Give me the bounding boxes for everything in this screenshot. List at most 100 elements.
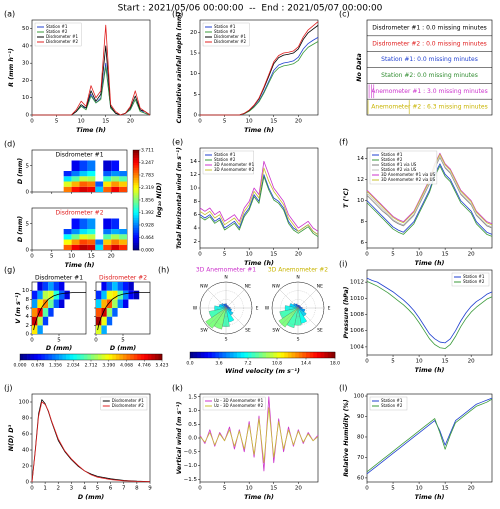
legend-box — [451, 272, 490, 287]
heat-cell — [71, 171, 80, 177]
heat-cell — [95, 244, 104, 250]
colorbar-segment — [55, 354, 60, 360]
heat-cell — [32, 299, 38, 308]
heat-cell — [48, 290, 54, 300]
heat-cell — [63, 186, 72, 192]
heat-cell — [32, 290, 38, 300]
y-tick-label: 90 — [357, 414, 364, 420]
colorbar-segment — [226, 352, 231, 358]
panel-label: (k) — [172, 384, 183, 393]
heat-cell — [119, 239, 127, 245]
colorbar-segment — [255, 352, 260, 358]
heat-cell — [59, 299, 65, 308]
colorbar-tick-label: 0.464 — [141, 235, 154, 241]
colorbar-frame — [189, 351, 336, 359]
colorbar-segment — [298, 352, 303, 358]
heat-cell — [101, 325, 107, 334]
colorbar-segment — [229, 352, 234, 358]
x-tick-label: 15 — [442, 252, 449, 258]
legend-box — [369, 396, 408, 411]
colorbar-segment — [87, 354, 92, 360]
x-tick-label: 3 — [70, 486, 74, 492]
x-tick-label: 2 — [56, 486, 60, 492]
heat-cell — [71, 181, 80, 187]
direction-label: E — [328, 306, 331, 312]
panel-label: (d) — [4, 140, 15, 149]
colorbar-segment — [133, 192, 139, 196]
colorbar-segment — [237, 352, 242, 358]
series-line — [366, 398, 493, 473]
colorbar-label: log₁₀ N(D) — [156, 182, 163, 217]
colorbar-segment — [222, 352, 227, 358]
x-tick-label: 10 — [246, 486, 253, 492]
x-axis-label: D (mm) — [110, 345, 136, 352]
x-tick-label: 20 — [468, 359, 475, 365]
figure-title: Start : 2021/05/06 00:00:00 -- End : 202… — [118, 4, 383, 14]
heat-cell — [37, 282, 43, 291]
rose-sector — [279, 307, 299, 319]
colorbar-tick-label: 0.000 — [141, 248, 154, 254]
x-tick-label: 10 — [416, 486, 423, 492]
x-tick-label: 6 — [109, 486, 113, 492]
heat-cell — [112, 290, 118, 300]
direction-label: S — [297, 337, 300, 343]
heat-cell — [48, 282, 54, 291]
y-tick-label: 1.5 — [188, 394, 197, 400]
colorbar-tick-label: 7.2 — [244, 361, 251, 367]
heat-cell — [111, 171, 120, 177]
legend-label: 3D Anemometer #1 — [214, 162, 255, 167]
colorbar-segment — [287, 352, 292, 358]
y-tick-label: 10 — [22, 288, 29, 294]
x-tick-label: 15 — [102, 119, 109, 125]
colorbar-segment — [94, 354, 99, 360]
colorbar-segment — [69, 354, 74, 360]
colorbar-segment — [44, 354, 49, 360]
y-tick-label: 0 — [194, 113, 198, 119]
heat-cell — [71, 186, 80, 192]
colorbar-segment — [105, 354, 110, 360]
heat-cell — [106, 282, 113, 291]
heat-cell — [111, 160, 120, 171]
y-tick-label: 6 — [361, 240, 365, 246]
y-tick-label: 0.0 — [188, 436, 197, 442]
panel-label: (a) — [4, 10, 15, 19]
series-line — [199, 396, 319, 472]
x-tick-label: 15 — [270, 119, 277, 125]
heat-cell — [71, 234, 80, 240]
y-tick-label: 100 — [354, 394, 365, 400]
heat-cell — [96, 325, 102, 334]
x-tick-label: 5 — [223, 486, 227, 492]
heat-cell — [63, 229, 72, 235]
x-tick-label: 4 — [83, 486, 87, 492]
heat-cell — [117, 299, 123, 308]
x-tick-label: 10 — [416, 252, 423, 258]
colorbar-segment — [200, 352, 205, 358]
polar-spoke — [225, 307, 245, 327]
colorbar-segment — [112, 354, 117, 360]
y-axis-label: Cumulative rainfall depth (mm) — [175, 12, 183, 124]
legend-label: Station #2 — [381, 403, 403, 408]
legend-label: Station #1 — [381, 152, 403, 157]
colorbar-segment — [133, 210, 139, 213]
heat-cell — [111, 218, 120, 229]
legend-label: Station #2 — [46, 29, 68, 34]
polar-spoke — [297, 307, 317, 327]
legend-label: Station #1 — [463, 274, 485, 279]
legend-box — [202, 22, 250, 47]
heat-cell — [71, 229, 80, 235]
heat-cell — [63, 176, 72, 182]
colorbar-segment — [133, 217, 139, 221]
legend-label: Station #2 — [214, 157, 236, 162]
x-tick-label: 15 — [442, 359, 449, 365]
heat-cell — [106, 316, 113, 326]
heat-cell — [96, 308, 102, 317]
colorbar-segment — [133, 152, 139, 156]
colorbar-segment — [137, 354, 141, 360]
heat-cell — [32, 316, 38, 326]
y-tick-label: 8 — [194, 199, 198, 205]
colorbar-segment — [244, 352, 249, 358]
colorbar-segment — [133, 240, 139, 243]
colorbar-segment — [83, 354, 88, 360]
legend-label: Station #1 via US — [381, 162, 417, 167]
colorbar-segment — [158, 354, 163, 360]
